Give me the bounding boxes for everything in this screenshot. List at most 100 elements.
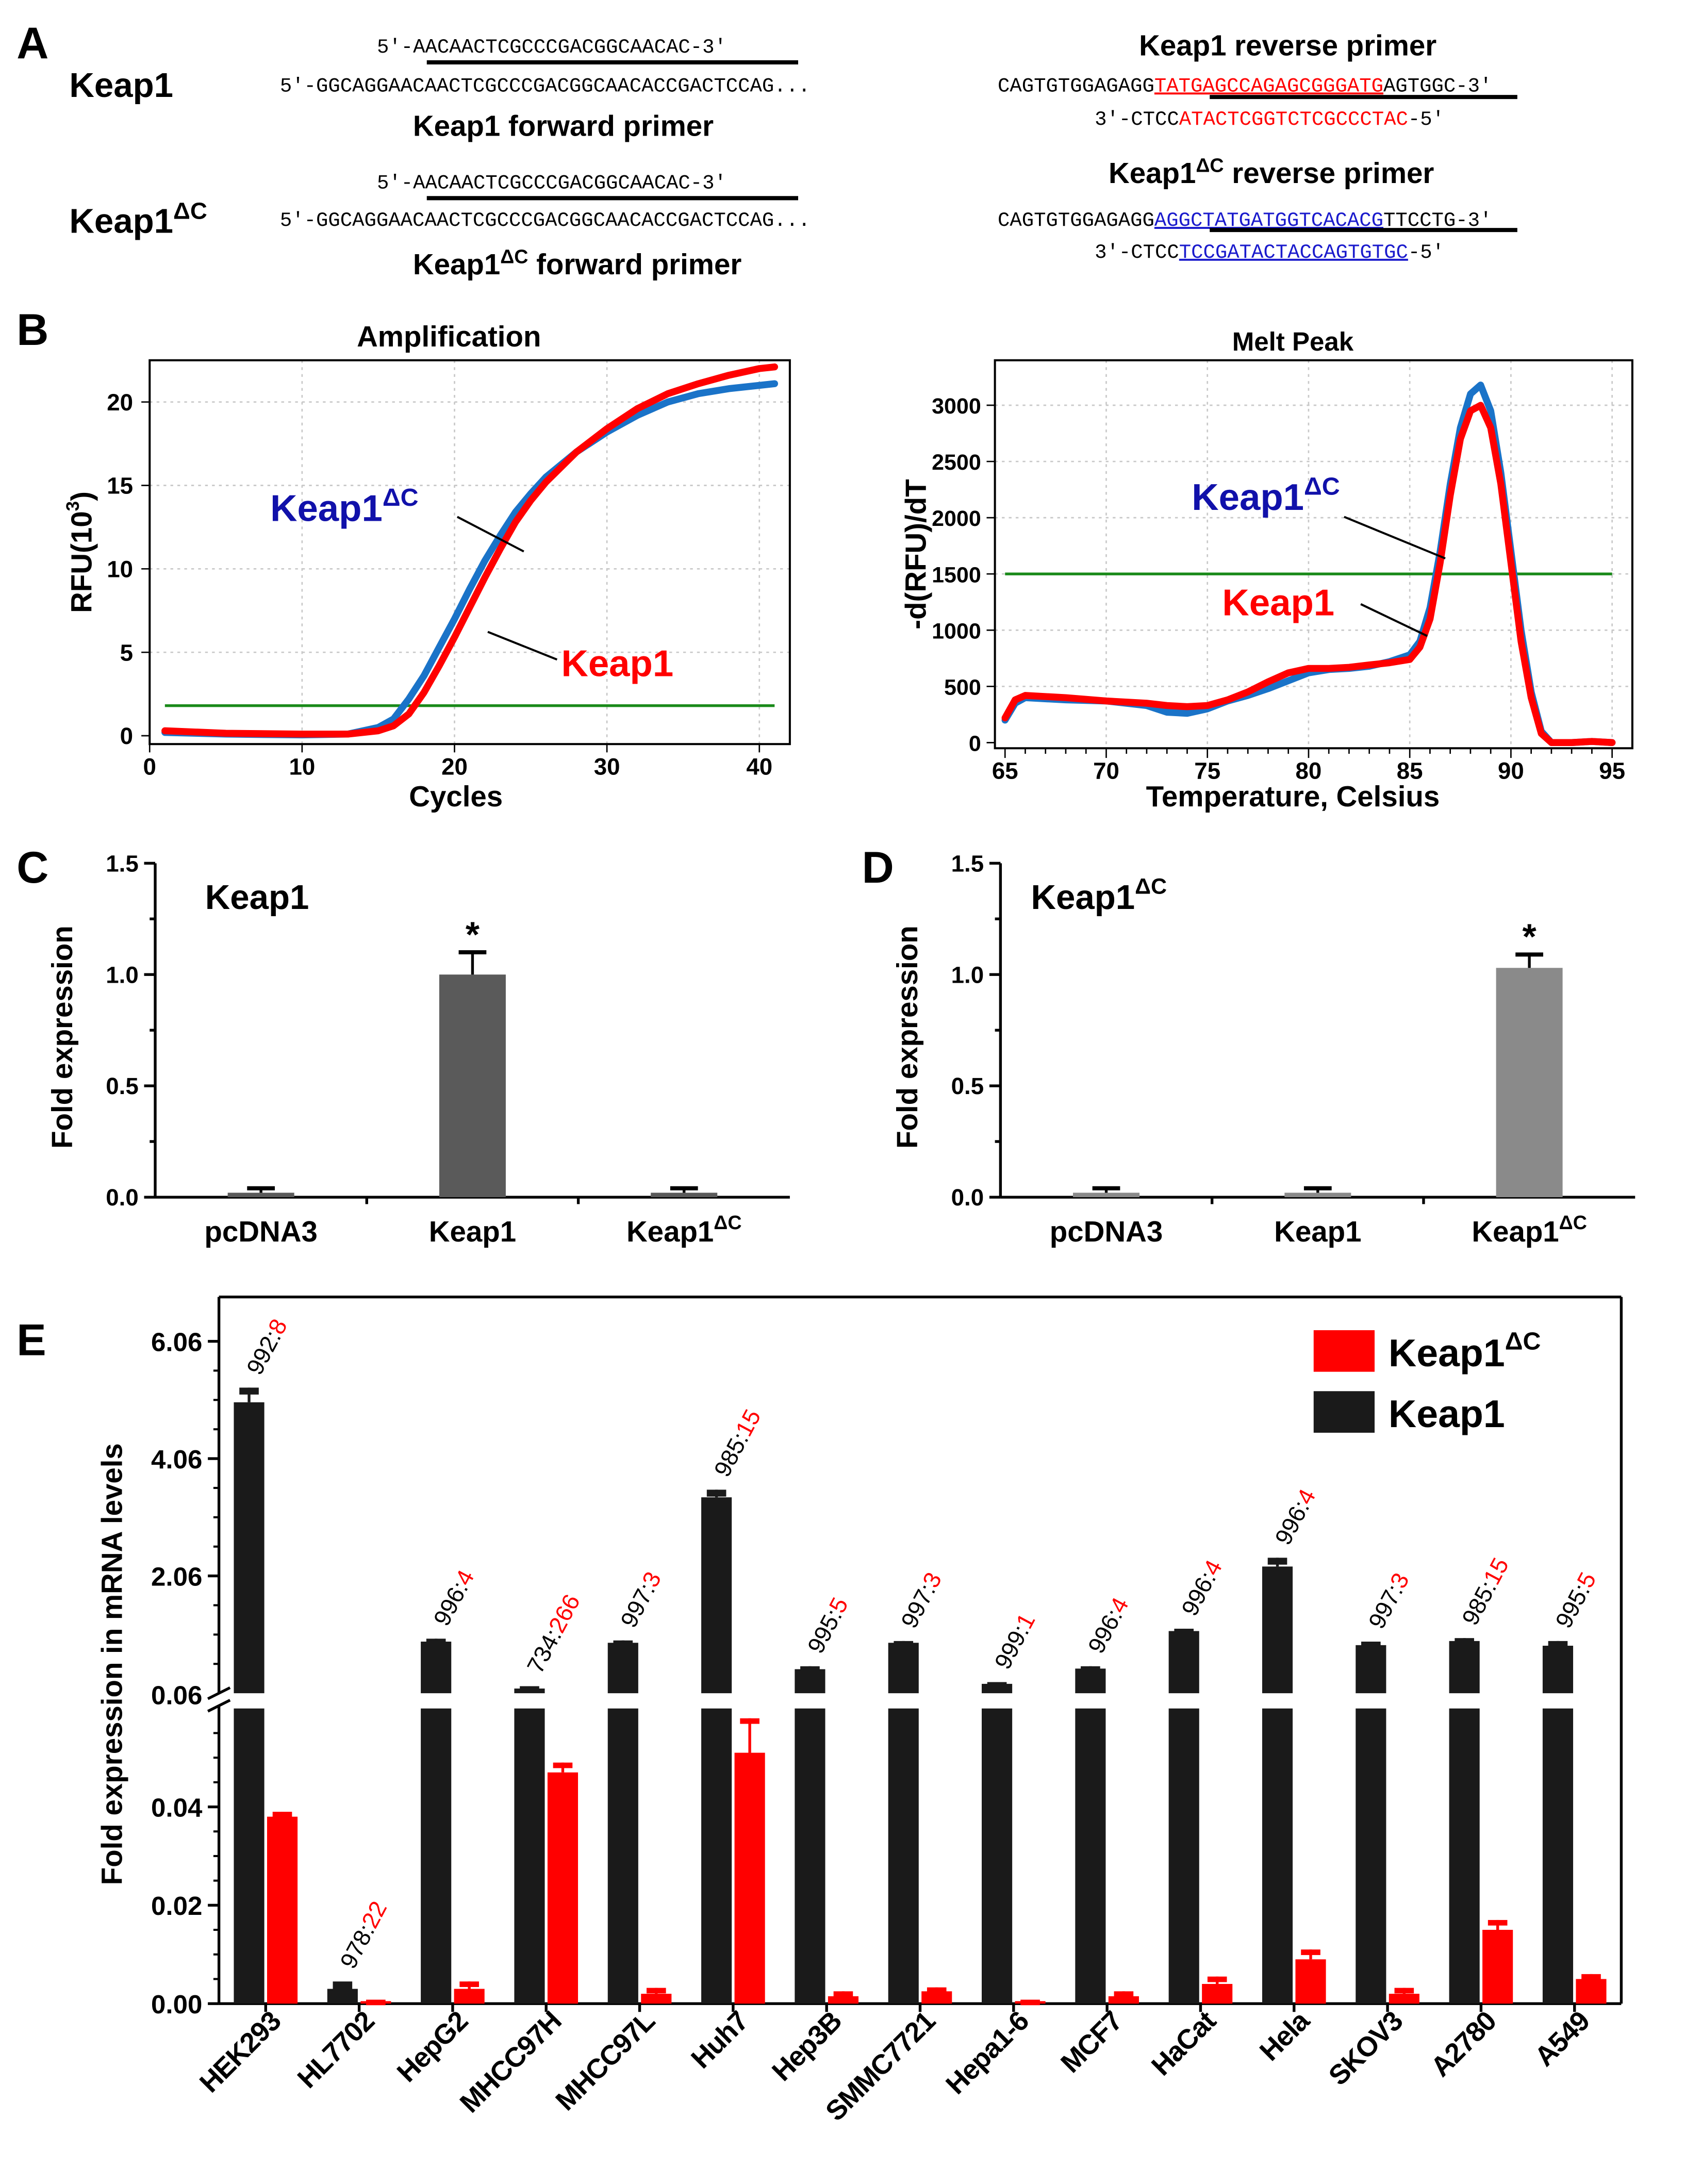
keap1dc-template-left: 5'-GGCAGGAACAACTCGCCCGACGGCAACACCGACTCCA… [280, 209, 811, 232]
keap1-error-cap [333, 1981, 353, 1991]
e-y-axis-label: Fold expression in mRNA levels [96, 1443, 128, 1885]
keap1-error-cap [1081, 1666, 1100, 1674]
keap1-reverse-primer-seq: 3'-CTCCATACTCGGTCTCGCCCTAC-5' [1095, 108, 1444, 131]
keap1-bar-upper [607, 1643, 638, 1694]
melt-label-keap1dc: Keap1ΔC [1192, 472, 1340, 518]
legend-swatch [1313, 1391, 1375, 1433]
keap1dc-error-cap [1020, 1999, 1040, 2006]
x-tick-label: 0 [143, 753, 156, 780]
ratio-label: 996:4 [1176, 1556, 1227, 1620]
series-line-keap1 [1001, 402, 1616, 746]
category-label: Keap1ΔC [626, 1212, 742, 1248]
x-tick-label: 85 [1397, 757, 1423, 784]
y-tick-label: 0 [969, 731, 981, 756]
category-label: pcDNA3 [204, 1215, 317, 1248]
category-label-skov3: SKOV3 [1323, 2006, 1409, 2092]
y-tick-label: 0.0 [951, 1184, 984, 1211]
inner-title: Keap1 [205, 878, 309, 917]
x-tick-label: 20 [441, 753, 468, 780]
amplification-y-label: RFU(103) [63, 491, 97, 613]
chart-melt-peak: Melt Peak 65 70 75 80 85 90 95 0 500 1000 1500 2000 2… [899, 327, 1633, 813]
bar [1073, 1193, 1140, 1197]
x-tick-label: 95 [1599, 757, 1625, 784]
keap1-error-cap [800, 1666, 820, 1674]
keap1-template-right-a: CAGTGTGGAGAGG [998, 75, 1154, 97]
keap1-error-cap [1174, 1628, 1194, 1636]
significance-mark: * [1523, 917, 1537, 957]
category-label-hacat: HaCat [1146, 2005, 1223, 2082]
keap1dc-bar [641, 1994, 672, 2004]
y-tick-label: 1500 [932, 562, 981, 587]
keap1dc-row-name: Keap1 [69, 202, 173, 241]
x-tick-label: 70 [1093, 757, 1119, 784]
keap1dc-error-cap [1207, 1976, 1227, 1982]
y-tick-label: 4.06 [151, 1445, 202, 1474]
keap1-error-cap [239, 1387, 259, 1395]
keap1-bar-lower [421, 1708, 452, 2004]
keap1dc-error-cap [646, 1988, 666, 1994]
keap1dc-fwd-label-a: Keap1 [413, 248, 500, 280]
keap1-error-cap [613, 1640, 633, 1648]
melt-label-keap1dc-sup: ΔC [1304, 472, 1340, 500]
chart-e-cell-lines: E 2.06 4.06 6.06 0.06 0.00 0.02 0.04 Fold expres… [16, 1295, 1623, 2127]
keap1-error-cap [520, 1686, 539, 1693]
x-tick-label: 10 [289, 753, 315, 780]
melt-y-label: -d(RFU)/dT [899, 479, 932, 629]
keap1dc-template-right-a: CAGTGTGGAGAGG [998, 209, 1154, 232]
ratio-label: 992:8 [241, 1315, 292, 1379]
keap1-rev-c: -5' [1408, 108, 1444, 131]
keap1dc-error-cap [459, 1981, 479, 1987]
keap1-bar-lower [1262, 1708, 1293, 2004]
inner-title-base: Keap1 [205, 878, 309, 917]
amplification-label-keap1dc-sup: ΔC [383, 484, 419, 511]
x-tick-label: 30 [594, 753, 620, 780]
keap1dc-fwd-label-sup: ΔC [500, 246, 528, 268]
keap1dc-bar [454, 1989, 485, 2004]
keap1-bar-lower [1542, 1708, 1574, 2004]
y-tick-label: 1.5 [951, 850, 984, 876]
series-line-keap1 [161, 363, 779, 738]
keap1dc-forward-primer-seq: 5'-AACAACTCGCCCGACGGCAACAC-3' [377, 172, 726, 195]
ratio-label: 997:3 [896, 1568, 947, 1632]
bar [1496, 968, 1563, 1197]
y-tick-label: 0.5 [951, 1073, 984, 1099]
keap1-template-right-c: AGTGGC-3' [1383, 75, 1492, 97]
keap1-bar-upper [421, 1642, 452, 1694]
bar [651, 1193, 718, 1197]
keap1-bar-lower [1449, 1708, 1480, 2004]
category-label-mcf7: MCF7 [1055, 2006, 1128, 2079]
keap1-error-cap [1267, 1558, 1287, 1565]
panel-d-label: D [862, 843, 894, 892]
significance-mark: * [466, 914, 480, 954]
keap1dc-bar [1108, 1996, 1139, 2004]
legend-label-base: Keap1 [1389, 1331, 1505, 1375]
y-tick-label: 2.06 [151, 1562, 202, 1591]
bar [1284, 1193, 1351, 1197]
keap1dc-error-cap [740, 1718, 759, 1724]
keap1-bar-upper [795, 1669, 825, 1694]
ratio-label: 996:4 [1270, 1485, 1321, 1549]
y-tick-label: 1000 [932, 619, 981, 643]
category-label-sup: ΔC [714, 1212, 741, 1233]
category-label-hepa1-6: Hepa1-6 [940, 2006, 1035, 2100]
keap1-bar-lower [1356, 1708, 1386, 2004]
category-label-base: Keap1 [1274, 1215, 1361, 1248]
y-tick-label: 15 [107, 473, 133, 499]
y-tick-label: 5 [120, 639, 133, 666]
category-label-base: Keap1 [1472, 1215, 1559, 1248]
keap1dc-reverse-primer-label: Keap1ΔC reverse primer [1109, 154, 1434, 189]
y-tick-label: 0.02 [151, 1891, 202, 1921]
ratio-label: 985:15 [1457, 1553, 1514, 1629]
y-label-base: RFU(10 [65, 511, 97, 613]
category-label-mhcc97h: MHCC97H [454, 2006, 567, 2119]
keap1dc-error-cap [272, 1812, 292, 1817]
keap1dc-error-cap [1301, 1949, 1320, 1955]
keap1-bar-lower [234, 1708, 265, 2004]
keap1-reverse-primer-label: Keap1 reverse primer [1139, 29, 1436, 62]
keap1dc-bar [1202, 1983, 1233, 2004]
keap1dc-bar [828, 1996, 858, 2004]
category-label-hepg2: HepG2 [391, 2006, 473, 2088]
y-tick-label: 20 [107, 389, 133, 416]
